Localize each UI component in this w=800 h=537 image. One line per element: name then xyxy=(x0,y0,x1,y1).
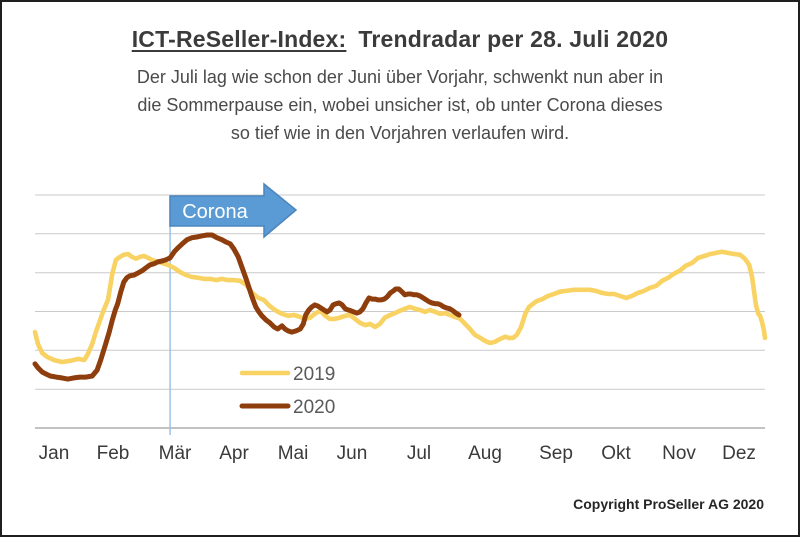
summary-line-3: so tief wie in den Vorjahren verlaufen w… xyxy=(230,123,570,143)
x-axis-label-apr: Apr xyxy=(219,443,249,464)
x-axis-label-feb: Feb xyxy=(97,443,130,464)
copyright-notice: Copyright ProSeller AG 2020 xyxy=(573,496,764,512)
x-axis-label-jun: Jun xyxy=(337,443,368,464)
report-summary: Der Juli lag wie schon der Juni über Vor… xyxy=(2,63,798,147)
x-axis-label-nov: Nov xyxy=(662,443,696,464)
page-title: ICT-ReSeller-Index: Trendradar per 28. Ju… xyxy=(2,26,798,53)
x-axis-label-okt: Okt xyxy=(601,443,631,464)
summary-line-2: die Sommerpause ein, wobei unsicher ist,… xyxy=(137,95,663,115)
legend-label-2019: 2019 xyxy=(293,364,335,385)
page-title-subject: Trendradar per 28. Juli 2020 xyxy=(358,26,669,52)
x-axis-label-dez: Dez xyxy=(722,443,756,464)
x-axis-label-jul: Jul xyxy=(407,443,431,464)
series-line-2020 xyxy=(32,232,462,382)
right-arrow-icon xyxy=(169,182,298,239)
x-axis-label-sep: Sep xyxy=(539,443,573,464)
x-axis-label-mai: Mai xyxy=(278,443,309,464)
trend-line-chart: Corona 2019 2020 Jan Feb Mär Apr Mai Jun Jul Au… xyxy=(32,182,768,464)
legend: 2019 2020 xyxy=(239,364,335,418)
summary-line-1: Der Juli lag wie schon der Juni über Vor… xyxy=(136,67,664,87)
x-axis-label-aug: Aug xyxy=(468,443,502,464)
gridlines xyxy=(35,194,765,429)
page-title-index-name: ICT-ReSeller-Index: xyxy=(131,26,347,52)
x-axis-labels: Jan Feb Mär Apr Mai Jun Jul Aug Sep Okt Nov Dez xyxy=(39,443,756,464)
legend-label-2020: 2020 xyxy=(293,397,335,418)
x-axis-label-mär: Mär xyxy=(159,443,192,464)
corona-annotation: Corona xyxy=(169,182,298,239)
series-line-2019 xyxy=(32,249,768,365)
x-axis-label-jan: Jan xyxy=(39,443,70,464)
corona-arrow-label: Corona xyxy=(182,201,248,223)
